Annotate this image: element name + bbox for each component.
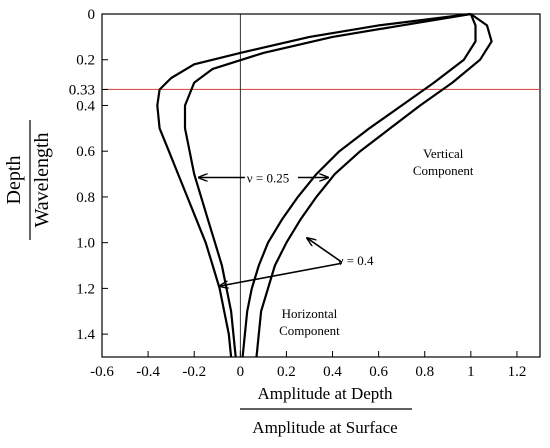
x-tick-label: -0.6 [90,364,114,380]
annotation-nu025: ν = 0.25 [247,171,289,186]
y-tick-label: 0.33 [69,82,95,98]
y-axis-title-numerator: Depth [3,156,25,205]
y-tick-label: 0 [88,7,96,23]
x-tick-label: 0.2 [277,364,296,380]
plot-frame [101,13,541,358]
annotation-horizontal-line: Component [279,323,340,338]
x-tick-label: -0.2 [182,364,206,380]
series-line-vertical-nu-0_25 [255,13,493,358]
x-axis-title-denominator: Amplitude at Surface [252,418,397,437]
x-tick-label: 0.4 [323,364,342,380]
x-axis-title-numerator: Amplitude at Depth [257,384,393,403]
x-tick-label: -0.4 [136,364,160,380]
annotation-horizontal-line: Horizontal [282,306,338,321]
x-tick-label: 0 [237,364,245,380]
x-tick-label: 1.2 [508,364,527,380]
x-tick-label: 1 [467,364,475,380]
annotations-layer: ν = 0.25 ν = 0.4 Vertical Component Horizont… [199,146,474,338]
y-tick-label: 1.0 [76,236,95,252]
annotation-vertical-line: Component [413,163,474,178]
x-tick-label: 0.6 [369,364,388,380]
series-line-horizontal-nu-0_25 [183,12,471,358]
ticks-layer: -0.6 -0.4 -0.2 0 0.2 0.4 0.6 0.8 1 1.200.20.330.4… [69,7,527,380]
y-axis-title-denominator: Wavelength [31,132,53,227]
y-tick-label: 0.6 [76,144,95,160]
y-tick-label: 0.4 [76,98,95,114]
annotation-nu04: ν = 0.4 [338,253,374,268]
y-tick-label: 1.2 [76,281,95,297]
x-tick-label: 0.8 [415,364,434,380]
annotation-arrow-nu04 [307,238,343,263]
annotation-vertical-line: Vertical [423,146,464,161]
annotation-arrow-nu04 [220,262,342,286]
series-line-vertical-nu-0_4 [241,13,477,358]
y-tick-label: 1.4 [76,327,95,343]
y-tick-label: 0.2 [76,53,95,69]
y-tick-label: 0.8 [76,190,95,206]
axis-titles-layer: Amplitude at Depth Amplitude at Surface … [3,120,412,437]
